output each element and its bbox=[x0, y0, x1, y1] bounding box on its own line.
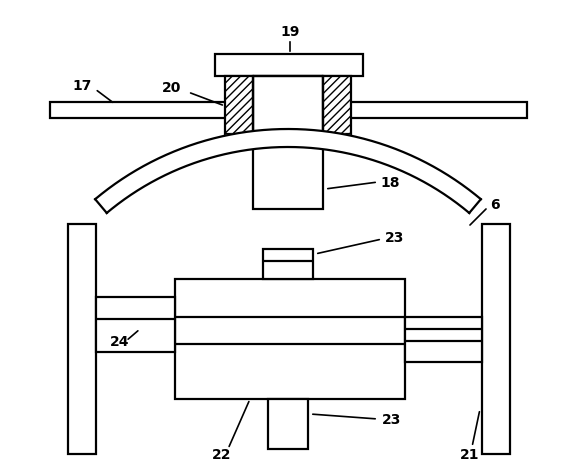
Bar bbox=[253, 135, 323, 209]
Bar bbox=[225, 77, 253, 135]
Text: 17: 17 bbox=[73, 79, 92, 93]
Text: 23: 23 bbox=[382, 412, 401, 426]
Bar bbox=[68, 225, 96, 454]
Polygon shape bbox=[95, 130, 481, 214]
Text: 6: 6 bbox=[490, 198, 500, 211]
Text: 20: 20 bbox=[162, 81, 181, 95]
Bar bbox=[323, 77, 351, 135]
Text: 22: 22 bbox=[212, 447, 232, 461]
Text: 19: 19 bbox=[281, 25, 300, 39]
Bar bbox=[405, 317, 482, 362]
Bar bbox=[253, 77, 323, 135]
Bar bbox=[50, 103, 227, 119]
Text: 24: 24 bbox=[110, 334, 130, 348]
Bar bbox=[349, 103, 527, 119]
Bar bbox=[268, 399, 308, 449]
Bar bbox=[482, 225, 510, 454]
Bar bbox=[175, 279, 405, 399]
Text: 18: 18 bbox=[380, 176, 400, 189]
Text: 21: 21 bbox=[460, 447, 480, 461]
Text: 23: 23 bbox=[385, 230, 405, 245]
Bar bbox=[215, 55, 363, 77]
Bar bbox=[96, 298, 175, 352]
Bar bbox=[263, 249, 313, 279]
